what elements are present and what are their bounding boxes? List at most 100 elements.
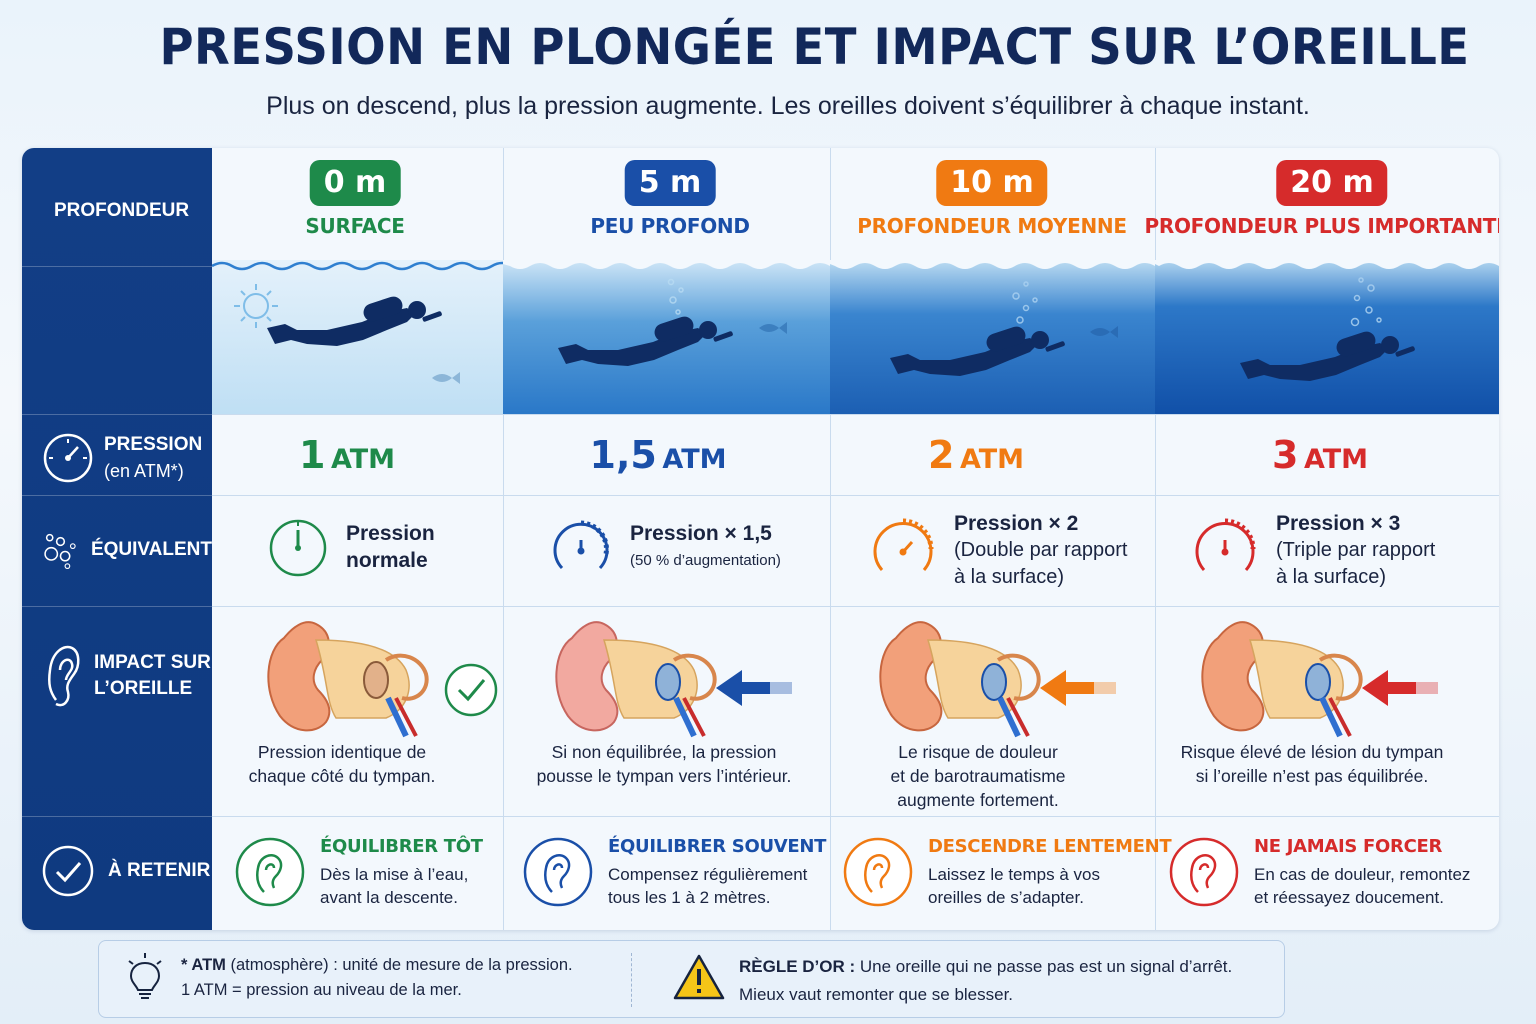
impact-line-1: Le risque de douleur xyxy=(898,742,1058,762)
water-scene-5m xyxy=(503,260,830,414)
impact-text-0m: Pression identique de chaque côté du tym… xyxy=(192,740,492,788)
water-scene-10m xyxy=(830,260,1155,414)
ear-icon xyxy=(843,837,913,907)
equivalent-line-2: (50 % d’augmentation) xyxy=(630,552,781,569)
pressure-unit: ATM xyxy=(662,444,727,475)
pressure-number: 1,5 xyxy=(589,433,657,477)
impact-line-3: augmente fortement. xyxy=(897,790,1059,810)
depth-name-surface: SURFACE xyxy=(305,214,405,238)
equivalent-line-1: Pression xyxy=(346,522,435,545)
atm-definition: * ATM (atmosphère) : unité de mesure de … xyxy=(181,953,573,1003)
water-scene-surface xyxy=(212,260,503,414)
ear-diagram-5m xyxy=(555,621,792,738)
depth-name-profondeur-moyenne: PROFONDEUR MOYENNE xyxy=(857,214,1127,238)
ear-diagram-10m xyxy=(879,621,1116,738)
ear-diagram-20m xyxy=(1201,621,1438,738)
tip-5m: ÉQUILIBRER SOUVENT Compensez régulièreme… xyxy=(522,836,826,909)
pressure-unit: ATM xyxy=(959,444,1025,475)
check-icon xyxy=(444,663,498,717)
equivalent-0m: Pression normale xyxy=(268,518,435,578)
tip-line-1: En cas de douleur, remontez xyxy=(1254,865,1471,884)
pressure-value-10m: 2 ATM xyxy=(928,433,1024,477)
ear-icon xyxy=(235,837,305,907)
golden-rule-bold: RÈGLE D’OR : xyxy=(739,957,856,976)
row-label-depth: PROFONDEUR xyxy=(22,184,212,238)
tip-line-1: Dès la mise à l’eau, xyxy=(320,865,469,884)
fish-icon xyxy=(432,372,460,384)
pressure-table: PROFONDEUR PRESSION (en ATM*) xyxy=(22,148,1499,930)
pressure-number: 1 xyxy=(298,433,326,477)
tip-20m: NE JAMAIS FORCER En cas de douleur, remo… xyxy=(1168,836,1470,909)
impact-line-1: Pression identique de xyxy=(257,742,427,762)
impact-line-2: et de barotraumatisme xyxy=(890,766,1066,786)
row-label-impact: IMPACT SUR L’OREILLE xyxy=(22,636,212,716)
bubbles-icon xyxy=(44,533,76,570)
depth-name-profondeur-plus-importante: PROFONDEUR PLUS IMPORTANTE xyxy=(1144,214,1499,238)
diver-icon xyxy=(267,296,442,346)
tip-0m: ÉQUILIBRER TÔT Dès la mise à l’eau, avan… xyxy=(234,836,483,909)
golden-rule: RÈGLE D’OR : Une oreille qui ne passe pa… xyxy=(739,953,1232,1009)
check-circle-icon xyxy=(42,845,94,897)
tip-title: DESCENDRE LENTEMENT xyxy=(928,836,1172,857)
gauge-icon xyxy=(553,520,609,570)
diver-icon xyxy=(558,316,733,366)
impact-text-20m: Risque élevé de lésion du tympan si l’or… xyxy=(1162,740,1462,788)
tip-title: NE JAMAIS FORCER xyxy=(1254,836,1443,857)
gauge-icon xyxy=(873,518,934,571)
ear-icon xyxy=(1169,837,1239,907)
page-subtitle: Plus on descend, plus la pression augmen… xyxy=(266,92,1310,120)
equivalent-20m: Pression × 3 (Triple par rapport à la surf… xyxy=(1192,510,1435,591)
equivalent-10m: Pression × 2 (Double par rapport à la surf… xyxy=(870,510,1127,591)
depth-name-peu-profond: PEU PROFOND xyxy=(590,214,750,238)
atm-definition-text: (atmosphère) : unité de mesure de la pre… xyxy=(225,956,573,974)
equivalent-line-1: Pression × 2 xyxy=(954,512,1079,535)
pressure-unit: ATM xyxy=(330,444,396,475)
impact-text-10m: Le risque de douleur et de barotraumatis… xyxy=(828,740,1128,812)
fish-icon xyxy=(759,322,787,334)
row-label-impact-text-2: L’OREILLE xyxy=(94,678,193,699)
arrow-left-icon xyxy=(1040,670,1116,706)
equivalent-line-2: (Double par rapport xyxy=(954,539,1128,561)
arrow-left-icon xyxy=(1362,670,1438,706)
golden-rule-line-2: Mieux vaut remonter que se blesser. xyxy=(739,985,1014,1004)
impact-line-2: si l’oreille n’est pas équilibrée. xyxy=(1195,766,1429,786)
gauge-icon xyxy=(43,433,93,483)
tip-line-1: Laissez le temps à vos xyxy=(928,865,1100,884)
row-label-impact-text-1: IMPACT SUR xyxy=(94,652,211,673)
row-label-remember-text: À RETENIR xyxy=(108,860,211,881)
pressure-number: 3 xyxy=(1271,433,1299,477)
equivalent-line-3: à la surface) xyxy=(954,566,1065,588)
depth-badge-10m: 10 m xyxy=(936,160,1048,206)
tip-line-2: et réessayez doucement. xyxy=(1254,888,1444,907)
gauge-icon xyxy=(269,519,327,577)
equivalent-line-1: Pression × 3 xyxy=(1276,512,1401,535)
warning-icon xyxy=(673,954,725,1000)
atm-definition-line-2: 1 ATM = pression au niveau de la mer. xyxy=(181,981,462,999)
arrow-left-icon xyxy=(716,670,792,706)
sun-icon xyxy=(234,284,278,328)
row-label-pressure-unit: (en ATM*) xyxy=(104,461,184,481)
impact-line-2: chaque côté du tympan. xyxy=(248,766,436,786)
footer-notes: * ATM (atmosphère) : unité de mesure de … xyxy=(98,940,1285,1018)
tip-line-2: avant la descente. xyxy=(320,888,458,907)
impact-line-2: pousse le tympan vers l’intérieur. xyxy=(536,766,792,786)
equivalent-line-1: Pression × 1,5 xyxy=(630,522,772,545)
depth-badge-20m: 20 m xyxy=(1276,160,1388,206)
diver-icon xyxy=(890,326,1065,376)
row-label-remember: À RETENIR xyxy=(22,843,212,899)
impact-text-5m: Si non équilibrée, la pression pousse le… xyxy=(514,740,814,788)
row-label-pressure-text: PRESSION xyxy=(104,434,203,455)
impact-line-1: Si non équilibrée, la pression xyxy=(551,742,777,762)
tip-10m: DESCENDRE LENTEMENT Laissez le temps à v… xyxy=(842,836,1172,909)
row-label-equivalent-text: ÉQUIVALENT xyxy=(90,539,212,560)
equivalent-line-3: à la surface) xyxy=(1276,566,1387,588)
ear-icon xyxy=(48,645,80,707)
pressure-unit: ATM xyxy=(1303,444,1369,475)
pressure-value-5m: 1,5 ATM xyxy=(590,433,727,477)
row-label-depth-text: PROFONDEUR xyxy=(54,200,190,221)
equivalent-line-2: (Triple par rapport xyxy=(1276,539,1436,561)
fish-icon xyxy=(1090,326,1118,338)
equivalent-5m: Pression × 1,5 (50 % d’augmentation) xyxy=(550,518,781,580)
depth-badge-5m: 5 m xyxy=(624,160,716,206)
row-label-pressure: PRESSION (en ATM*) xyxy=(22,426,212,490)
